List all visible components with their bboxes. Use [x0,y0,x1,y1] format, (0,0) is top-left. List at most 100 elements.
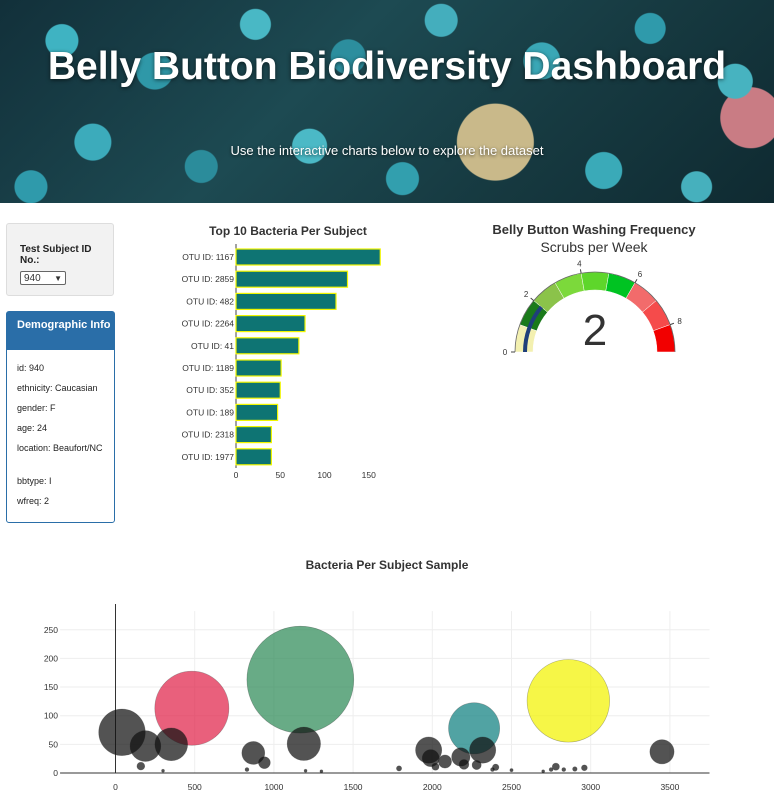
bubble-point [154,727,188,762]
bubble-y-tick-label: 200 [44,653,58,663]
gauge-subtitle: Scrubs per Week [540,239,648,255]
bar-chart-title: Top 10 Bacteria Per Subject [209,224,367,238]
bubble-point [258,756,271,769]
bubble-y-tick-label: 0 [53,768,58,778]
bubble-x-tick-label: 0 [113,782,118,792]
bubble-point [548,767,554,772]
bar [235,337,300,355]
bar [235,403,279,421]
bar-tick-label: 0 [234,470,239,480]
gauge-value-bar [523,305,543,352]
bar-category-label: OTU ID: 2264 [182,319,235,329]
gauge-value: 2 [583,306,607,355]
gauge-step [580,271,610,292]
meta-bbtype: bbtype: I [17,476,52,486]
page-title: Belly Button Biodiversity Dashboard [47,45,727,88]
bar [235,381,281,399]
gauge-title: Belly Button Washing Frequency [492,222,696,237]
bar-category-label: OTU ID: 189 [186,407,234,417]
gauge-tick-label: 0 [503,348,508,357]
gauge-outline [514,271,676,353]
bubble-point [421,749,440,767]
bubble-point [431,762,440,771]
bubble-x-tick-label: 500 [188,782,202,792]
gauge-tick [530,297,535,301]
bar-category-label: OTU ID: 2859 [182,274,235,284]
subject-id-dropdown[interactable]: 940 ▼ [20,271,66,285]
bubble-point [551,762,560,771]
bubble-point [241,741,266,765]
bubble-x-tick-label: 2000 [423,782,442,792]
bubble-point [286,726,321,761]
bar [235,270,349,288]
gauge-tick [579,269,582,274]
bar [235,426,273,444]
bubble-point [161,768,165,773]
demographic-panel: Demographic Info id: 940 ethnicity: Cauc… [6,311,115,523]
bubble-point [154,670,230,746]
bar-category-label: OTU ID: 41 [191,341,234,351]
bubble-point [561,767,567,772]
subject-selector-label: Test Subject ID No.: [20,244,92,266]
demographic-heading: Demographic Info [7,312,114,350]
bar [235,292,337,311]
bubble-x-tick-label: 1500 [344,782,363,792]
meta-wfreq: wfreq: 2 [17,496,50,506]
bubble-x-tick-label: 3500 [660,782,679,792]
bar-category-label: OTU ID: 1167 [182,252,234,262]
bar-chart: OTU ID: 1167 OTU ID: 2859 OTU ID: 482 OTU I… [182,244,381,480]
bar-tick-label: 50 [276,470,286,480]
page-subtitle: Use the interactive charts below to expl… [230,143,544,158]
bubble-chart-title: Bacteria Per Subject Sample [305,558,469,572]
bubble-y-tick-label: 250 [44,625,58,635]
bar-tick-label: 100 [317,470,331,480]
bubble-x-tick-label: 3000 [581,782,600,792]
bar-category-label: OTU ID: 352 [186,385,234,395]
gauge-tick [670,322,675,326]
bar-tick-label: 150 [362,470,376,480]
bubble-point [438,754,452,769]
meta-age: age: 24 [17,423,48,433]
bubble-y-tick-label: 150 [44,682,58,692]
bubble-point [509,768,514,773]
bar-category-label: OTU ID: 1189 [182,363,234,373]
header-banner: Belly Button Biodiversity Dashboard Use … [0,0,774,203]
bubble-point [471,760,482,770]
bubble-point [458,759,470,770]
bubble-point [490,767,495,772]
bubble-y-tick-label: 100 [44,711,58,721]
bubble-x-tick-label: 1000 [264,782,283,792]
bubble-point [244,767,250,772]
bubble-point [469,736,497,764]
bar-category-label: OTU ID: 1977 [182,452,235,462]
meta-location: location: Beaufort/NC [17,443,103,453]
bubble-point [581,764,588,772]
gauge-tick [634,279,638,283]
bubble-point [526,659,610,743]
bubble-point [319,769,324,774]
gauge-tick-label: 8 [677,317,682,326]
bar [235,448,273,466]
bubble-point [136,761,146,771]
bubble-point [246,625,355,734]
bubble-point [303,768,308,773]
meta-id: id: 940 [17,363,45,373]
bar [235,359,282,377]
subject-id-value: 940 [24,272,41,284]
gauge-chart: 0 2 4 6 8 2 [503,259,683,357]
gauge-tick-label: 2 [524,290,529,299]
meta-ethnicity: ethnicity: Caucasian [17,383,98,393]
bubble-point [649,739,675,765]
chevron-down-icon: ▼ [54,273,62,283]
bar-category-label: OTU ID: 482 [186,296,234,306]
gauge-tick-label: 4 [577,259,582,268]
subject-selector-panel: Test Subject ID No.: 940 ▼ [6,223,114,296]
bubble-point [396,765,402,772]
gauge-tick-label: 6 [638,270,643,279]
bubble-x-tick-label: 2500 [502,782,521,792]
bar [235,248,381,266]
bubble-point [541,769,545,774]
bar-category-label: OTU ID: 2318 [182,430,235,440]
meta-gender: gender: F [17,403,56,413]
